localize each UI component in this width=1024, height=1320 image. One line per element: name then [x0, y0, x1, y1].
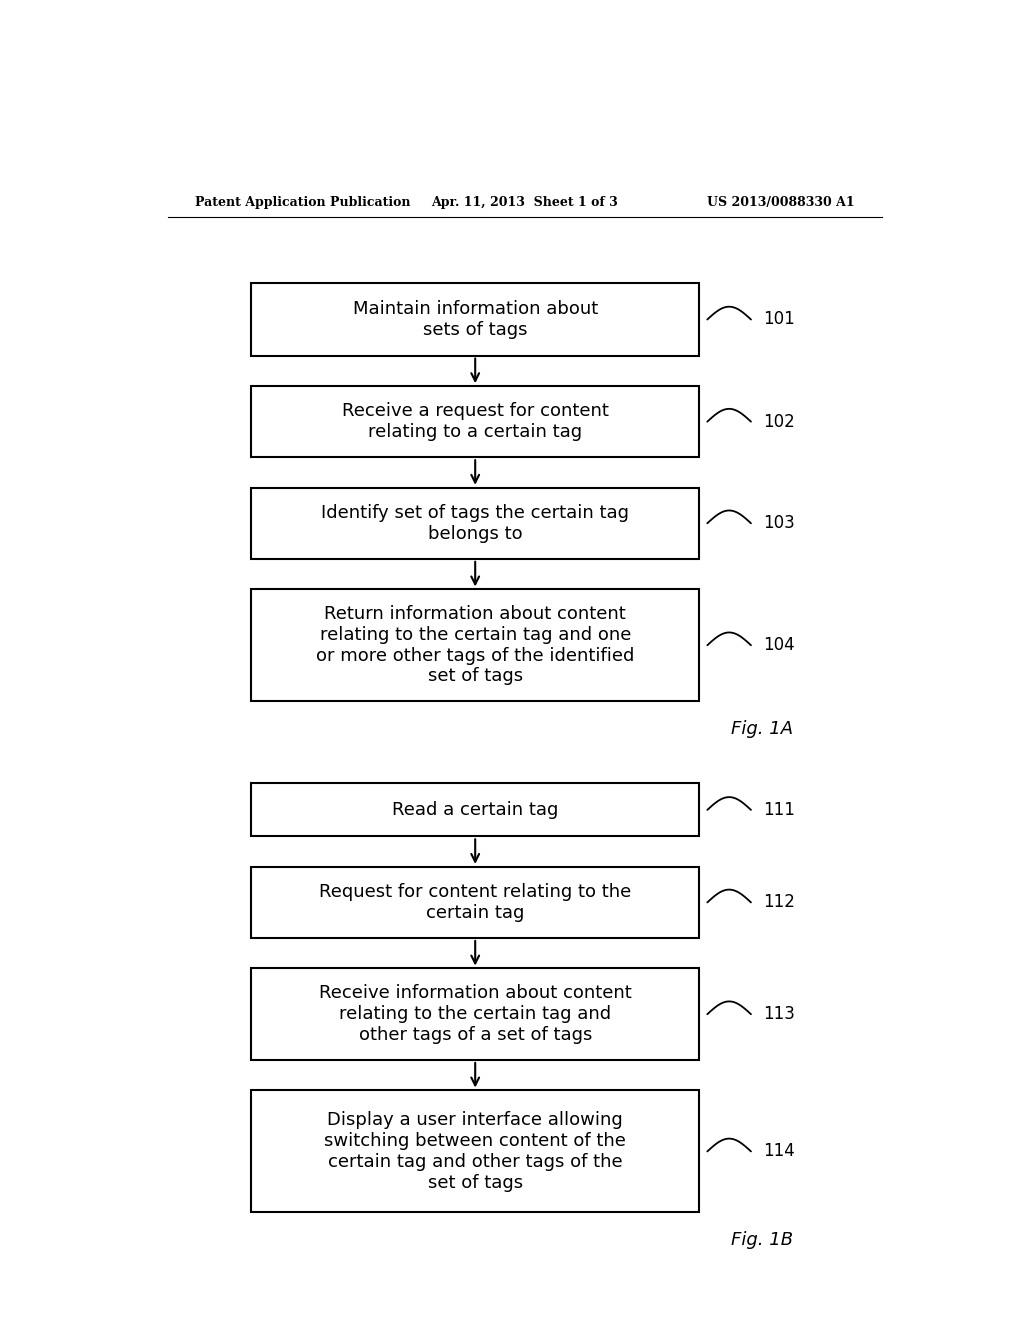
Text: Maintain information about
sets of tags: Maintain information about sets of tags	[352, 300, 598, 339]
FancyBboxPatch shape	[251, 1090, 699, 1212]
FancyBboxPatch shape	[251, 784, 699, 837]
Text: Fig. 1A: Fig. 1A	[731, 721, 794, 738]
Text: Display a user interface allowing
switching between content of the
certain tag a: Display a user interface allowing switch…	[325, 1111, 626, 1192]
Text: Identify set of tags the certain tag
belongs to: Identify set of tags the certain tag bel…	[322, 504, 629, 543]
Text: Read a certain tag: Read a certain tag	[392, 801, 558, 818]
Text: Return information about content
relating to the certain tag and one
or more oth: Return information about content relatin…	[316, 605, 635, 685]
FancyBboxPatch shape	[251, 284, 699, 355]
FancyBboxPatch shape	[251, 969, 699, 1060]
Text: Receive information about content
relating to the certain tag and
other tags of : Receive information about content relati…	[318, 985, 632, 1044]
Text: Apr. 11, 2013  Sheet 1 of 3: Apr. 11, 2013 Sheet 1 of 3	[431, 195, 618, 209]
Text: Patent Application Publication: Patent Application Publication	[196, 195, 411, 209]
Text: 101: 101	[763, 310, 795, 329]
Text: 112: 112	[763, 894, 795, 911]
Text: Request for content relating to the
certain tag: Request for content relating to the cert…	[319, 883, 632, 921]
Text: Fig. 1B: Fig. 1B	[731, 1230, 794, 1249]
FancyBboxPatch shape	[251, 867, 699, 939]
Text: 113: 113	[763, 1006, 795, 1023]
FancyBboxPatch shape	[251, 385, 699, 457]
Text: US 2013/0088330 A1: US 2013/0088330 A1	[707, 195, 854, 209]
FancyBboxPatch shape	[251, 589, 699, 701]
FancyBboxPatch shape	[251, 487, 699, 558]
Text: 103: 103	[763, 515, 795, 532]
Text: 102: 102	[763, 413, 795, 430]
Text: 104: 104	[763, 636, 795, 655]
Text: 111: 111	[763, 801, 795, 818]
Text: Receive a request for content
relating to a certain tag: Receive a request for content relating t…	[342, 403, 608, 441]
Text: 114: 114	[763, 1142, 795, 1160]
